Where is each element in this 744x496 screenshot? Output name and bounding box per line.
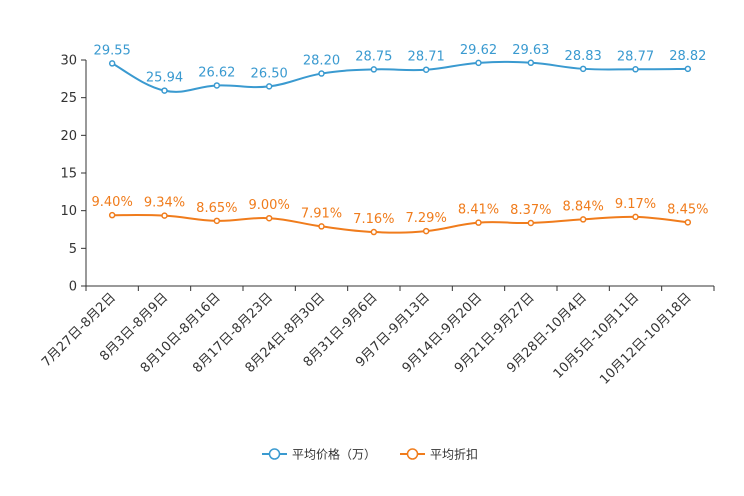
data-label: 25.94 xyxy=(146,71,183,86)
legend-circle-marker xyxy=(268,448,281,460)
data-label: 9.17% xyxy=(615,197,656,212)
y-tick-label: 25 xyxy=(60,91,77,106)
data-label: 28.77 xyxy=(617,49,654,64)
data-point[interactable] xyxy=(108,60,116,67)
data-point[interactable] xyxy=(475,59,482,67)
data-point[interactable] xyxy=(684,219,692,226)
data-point[interactable] xyxy=(475,219,482,226)
data-point[interactable] xyxy=(265,214,273,222)
data-label: 28.82 xyxy=(669,49,706,64)
data-label: 29.62 xyxy=(460,43,497,58)
y-tick-label: 10 xyxy=(60,204,77,219)
data-point[interactable] xyxy=(527,219,535,227)
data-label: 28.71 xyxy=(408,50,445,65)
data-point[interactable] xyxy=(422,66,430,73)
data-label: 9.34% xyxy=(144,196,185,211)
legend-item-1[interactable]: 平均价格（万） xyxy=(262,447,376,462)
data-label: 9.00% xyxy=(249,198,290,213)
x-tick-label: 10月12日-10月18日 xyxy=(597,290,694,387)
data-label: 29.55 xyxy=(94,43,131,58)
data-point[interactable] xyxy=(579,65,587,73)
data-label: 29.63 xyxy=(512,43,549,58)
data-labels-layer: 29.55 25.94 26.62 26.50 28.20 28.75 28.71 29.62… xyxy=(92,43,709,227)
data-point[interactable] xyxy=(632,66,639,73)
data-point[interactable] xyxy=(161,212,168,219)
data-point[interactable] xyxy=(422,227,430,235)
data-label: 8.41% xyxy=(458,203,499,218)
series-line-2 xyxy=(112,214,688,234)
y-tick-label: 5 xyxy=(69,242,77,257)
data-label: 8.65% xyxy=(196,201,237,216)
data-point[interactable] xyxy=(213,217,221,225)
data-point[interactable] xyxy=(632,213,639,221)
data-label: 26.62 xyxy=(198,65,235,80)
legend-item-2[interactable]: 平均折扣 xyxy=(400,447,478,462)
data-label: 28.75 xyxy=(355,49,392,64)
data-label: 7.16% xyxy=(353,212,394,227)
data-label: 28.20 xyxy=(303,54,340,69)
legend-label: 平均价格（万） xyxy=(292,447,376,462)
y-tick-label: 15 xyxy=(60,167,77,182)
data-point[interactable] xyxy=(161,87,168,94)
data-label: 7.29% xyxy=(406,211,447,226)
data-point[interactable] xyxy=(318,70,325,77)
data-point[interactable] xyxy=(318,223,325,230)
data-point[interactable] xyxy=(108,211,116,219)
y-tick-label: 0 xyxy=(69,280,77,295)
data-point[interactable] xyxy=(370,228,378,236)
data-label: 8.84% xyxy=(563,199,604,214)
legend[interactable]: 平均价格（万） 平均折扣 xyxy=(262,447,478,462)
series-line-1 xyxy=(111,60,688,93)
y-tick-label: 30 xyxy=(60,54,77,69)
data-label: 26.50 xyxy=(251,66,288,81)
data-label: 8.45% xyxy=(667,202,708,217)
data-point[interactable] xyxy=(213,82,221,89)
data-label: 9.40% xyxy=(92,195,133,210)
data-point[interactable] xyxy=(370,66,378,73)
data-label: 8.37% xyxy=(510,203,551,218)
data-point[interactable] xyxy=(527,59,535,67)
data-label: 28.83 xyxy=(565,49,602,64)
data-point[interactable] xyxy=(684,65,692,73)
legend-label: 平均折扣 xyxy=(430,447,478,462)
data-label: 7.91% xyxy=(301,206,342,221)
legend-circle-marker xyxy=(406,448,419,460)
y-tick-label: 20 xyxy=(60,129,77,144)
series-layer xyxy=(108,59,692,236)
data-point[interactable] xyxy=(579,216,587,223)
data-point[interactable] xyxy=(265,83,273,90)
